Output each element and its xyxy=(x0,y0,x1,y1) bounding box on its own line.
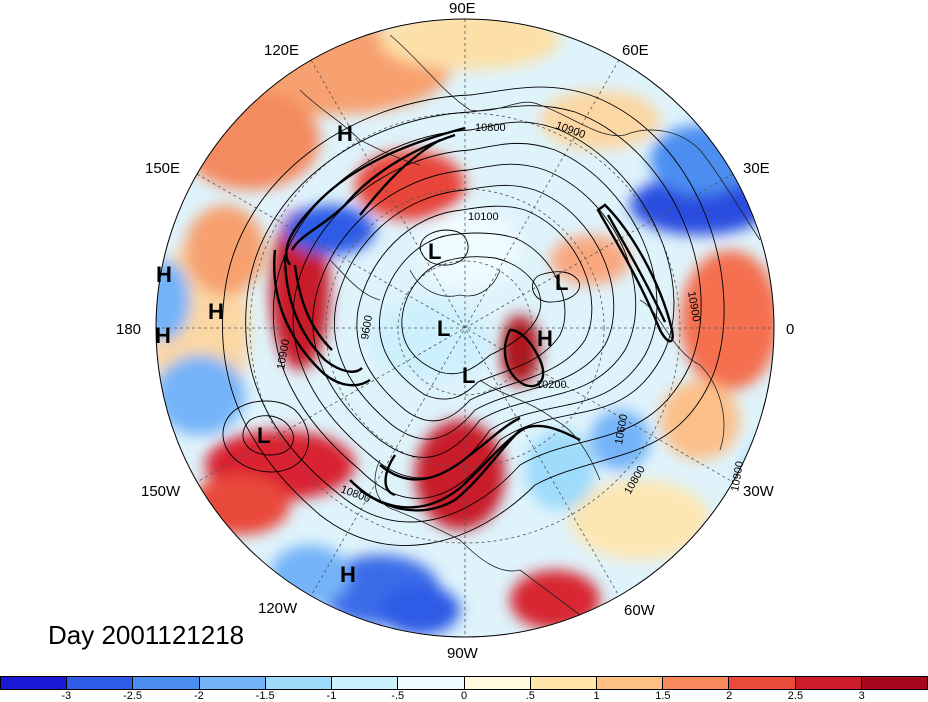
colorbar-tick-label: -3 xyxy=(61,690,72,702)
lon-label-60e: 60E xyxy=(622,42,649,59)
colorbar-tick-label: -1 xyxy=(326,690,337,702)
colorbar-box xyxy=(66,676,133,690)
lon-label-90w: 90W xyxy=(447,645,479,662)
graticule xyxy=(156,19,774,637)
contour-label: 10200 xyxy=(536,379,567,391)
lon-label-30w: 30W xyxy=(743,483,775,500)
colorbar-box xyxy=(397,676,464,690)
colorbar-box xyxy=(728,676,795,690)
contour-label: 10600 xyxy=(613,413,630,445)
lon-label-0: 0 xyxy=(786,321,794,338)
pressure-centers: H H H H L L L L L H H xyxy=(155,121,568,587)
colorbar xyxy=(0,676,928,690)
lon-label-60w: 60W xyxy=(624,602,656,619)
colorbar-box xyxy=(331,676,398,690)
contour-label: 10900 xyxy=(685,290,702,322)
high-center-marker: H xyxy=(156,262,172,287)
high-center-marker: H xyxy=(208,299,224,324)
contour-label: 10900 xyxy=(729,460,746,492)
colorbar-tick-label: 1.5 xyxy=(655,690,671,702)
colorbar-box xyxy=(198,676,265,690)
colorbar-box xyxy=(0,676,67,690)
colorbar-box xyxy=(529,676,596,690)
lon-label-180: 180 xyxy=(116,321,141,338)
colorbar-box xyxy=(794,676,861,690)
colorbar-box xyxy=(860,676,928,690)
colorbar-tick-label: -2.5 xyxy=(123,690,143,702)
colorbar-box xyxy=(264,676,332,690)
lon-label-30e: 30E xyxy=(743,160,770,177)
colorbar-tick-label: -2 xyxy=(193,690,204,702)
colorbar-tick-label: -1.5 xyxy=(255,690,275,702)
globe-outline xyxy=(155,18,775,638)
day-title: Day 2001121218 xyxy=(48,620,245,650)
colorbar-tick-label: 1 xyxy=(593,690,600,702)
low-center-marker: L xyxy=(555,270,568,295)
height-contours xyxy=(222,86,725,546)
high-center-marker: H xyxy=(340,562,356,587)
lon-label-120e: 120E xyxy=(264,42,299,59)
high-center-marker: H xyxy=(337,121,353,146)
colorbar-tick-label: -.5 xyxy=(391,690,405,702)
lon-label-150e: 150E xyxy=(145,160,180,177)
contour-label: 10100 xyxy=(468,211,499,223)
lon-label-120w: 120W xyxy=(258,600,298,617)
low-center-marker: L xyxy=(428,239,441,264)
lon-label-90e: 90E xyxy=(449,0,476,17)
longitude-labels: 90E 60E 30E 0 30W 60W 90W 120W 150W 180 … xyxy=(116,0,794,662)
colorbar-box xyxy=(662,676,729,690)
low-center-marker: L xyxy=(462,363,475,388)
colorbar-box xyxy=(595,676,663,690)
contour-label: 10800 xyxy=(475,122,506,134)
colorbar-tick-label: .5 xyxy=(525,690,535,702)
high-center-marker: H xyxy=(537,326,553,351)
colorbar-tick-label: 2.5 xyxy=(787,690,804,702)
contour-label: 10900 xyxy=(275,338,292,370)
colorbar-tick-label: 2 xyxy=(726,690,733,702)
polar-map: 10800 10900 10100 10900 9600 10900 10200… xyxy=(116,0,794,662)
colorbar-tick-label: 0 xyxy=(460,690,468,702)
colorbar-box xyxy=(132,676,199,690)
contour-label: 9600 xyxy=(359,314,375,340)
lon-label-150w: 150W xyxy=(141,483,181,500)
low-center-marker: L xyxy=(437,316,450,341)
high-center-marker: H xyxy=(155,323,171,348)
colorbar-box xyxy=(463,676,530,690)
low-center-marker: L xyxy=(257,423,270,448)
colorbar-tick-label: 3 xyxy=(858,690,865,702)
colorbar-tick-labels: -3 -2.5 -2 -1.5 -1 -.5 0 .5 1 1.5 2 2.5 3 xyxy=(0,690,928,702)
jet-contours xyxy=(273,126,674,512)
